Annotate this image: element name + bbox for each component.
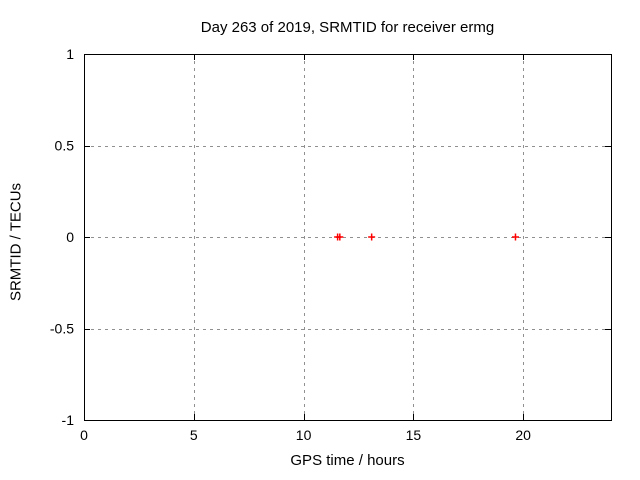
- y-tick-label: 0: [66, 229, 74, 245]
- y-tick-label: -0.5: [50, 321, 74, 337]
- y-tick-label: -1: [62, 412, 75, 428]
- y-tick-label: 0.5: [55, 138, 75, 154]
- x-tick-label: 15: [406, 427, 422, 443]
- x-tick-label: 5: [190, 427, 198, 443]
- x-tick-label: 10: [296, 427, 312, 443]
- x-axis-label: GPS time / hours: [290, 452, 405, 469]
- chart-title: Day 263 of 2019, SRMTID for receiver erm…: [200, 19, 495, 36]
- y-tick-label: 1: [66, 46, 74, 62]
- x-tick-label: 20: [515, 427, 531, 443]
- x-tick-label: 0: [80, 427, 88, 443]
